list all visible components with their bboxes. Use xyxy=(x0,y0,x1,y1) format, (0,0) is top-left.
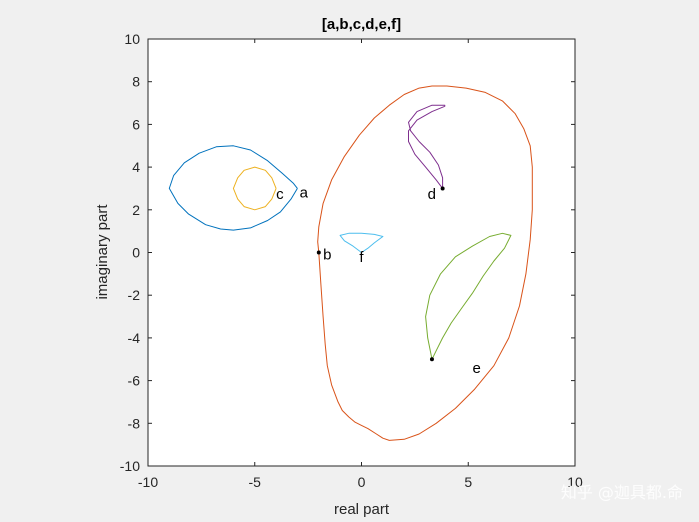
ticks-layer: -10 -5 0 5 10 -10 -8 -6 -4 -2 0 2 4 6 8 10 xyxy=(120,31,583,490)
curve-b xyxy=(317,85,533,441)
y-tick-label: -6 xyxy=(128,373,141,389)
point-label-f: f xyxy=(359,249,364,266)
point-label-b: b xyxy=(323,247,331,264)
point-label-d: d xyxy=(428,186,436,203)
y-tick-label: -2 xyxy=(128,287,141,303)
chart-title: [a,b,c,d,e,f] xyxy=(322,16,401,33)
point-label-c: c xyxy=(276,186,284,203)
curve-d xyxy=(408,104,446,189)
x-tick-label: 10 xyxy=(567,474,583,490)
x-tick-label: -5 xyxy=(249,474,262,490)
y-axis-label: imaginary part xyxy=(94,204,111,300)
point-marker xyxy=(429,357,434,362)
point-label-e: e xyxy=(473,360,481,377)
curve-e xyxy=(425,232,512,360)
x-tick-label: 0 xyxy=(358,474,366,490)
y-tick-label: 8 xyxy=(132,74,140,90)
curve-c xyxy=(232,166,277,211)
point-label-a: a xyxy=(300,185,309,202)
y-tick-label: 0 xyxy=(132,245,140,261)
curve-a xyxy=(168,145,298,231)
point-labels-layer: a b c d e f xyxy=(276,185,481,377)
curves-layer xyxy=(168,85,533,441)
y-tick-label: 4 xyxy=(132,159,140,175)
point-marker xyxy=(316,250,321,255)
x-tick-label: 5 xyxy=(464,474,472,490)
curve-f xyxy=(339,232,384,253)
y-tick-label: -10 xyxy=(120,458,140,474)
y-tick-label: 10 xyxy=(124,31,140,47)
point-marker xyxy=(440,186,445,191)
watermark-text: 知乎 @迦具都.命 xyxy=(561,483,683,502)
y-tick-label: 6 xyxy=(132,116,140,132)
x-axis-label: real part xyxy=(334,501,390,518)
y-tick-label: -4 xyxy=(128,330,141,346)
y-tick-label: 2 xyxy=(132,202,140,218)
markers-layer xyxy=(316,186,445,362)
x-tick-label: -10 xyxy=(138,474,158,490)
y-tick-label: -8 xyxy=(128,415,141,431)
